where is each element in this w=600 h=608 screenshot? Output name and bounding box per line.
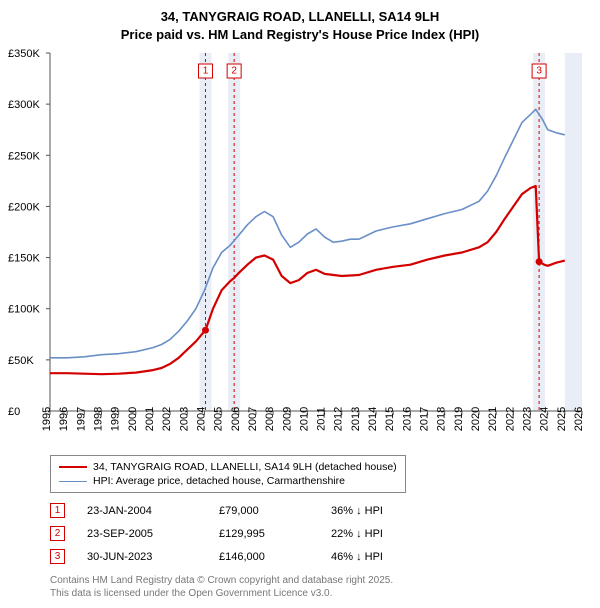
- svg-text:2017: 2017: [419, 407, 431, 431]
- chart-container: £0 £50K £100K £150K £200K £250K £300K £350K 1995…: [8, 49, 590, 449]
- svg-text:£150K: £150K: [8, 253, 40, 265]
- svg-text:1995: 1995: [41, 407, 53, 431]
- svg-text:2023: 2023: [522, 407, 534, 431]
- event-marker: 3: [50, 549, 65, 564]
- svg-text:2025: 2025: [556, 407, 568, 431]
- svg-text:2021: 2021: [487, 407, 499, 431]
- svg-text:2010: 2010: [298, 407, 310, 431]
- svg-text:1999: 1999: [110, 407, 122, 431]
- footnote: Contains HM Land Registry data © Crown c…: [50, 574, 592, 600]
- svg-text:2020: 2020: [470, 407, 482, 431]
- svg-text:2006: 2006: [230, 407, 242, 431]
- svg-text:2008: 2008: [264, 407, 276, 431]
- footnote-line2: This data is licensed under the Open Gov…: [50, 587, 592, 600]
- event-marker: 1: [50, 503, 65, 518]
- event-price: £129,995: [219, 528, 309, 540]
- event-date: 23-SEP-2005: [87, 528, 197, 540]
- events-table: 1 23-JAN-2004 £79,000 36% ↓ HPI 2 23-SEP-2005…: [50, 499, 592, 568]
- title-line1: 34, TANYGRAIG ROAD, LLANELLI, SA14 9LH: [8, 8, 592, 26]
- legend-swatch: [59, 466, 87, 468]
- event-delta: 36% ↓ HPI: [331, 505, 383, 517]
- event-delta: 46% ↓ HPI: [331, 551, 383, 563]
- svg-text:2024: 2024: [539, 407, 551, 431]
- svg-text:2012: 2012: [333, 407, 345, 431]
- legend-label: 34, TANYGRAIG ROAD, LLANELLI, SA14 9LH (…: [93, 461, 397, 473]
- point-marker: [202, 327, 209, 334]
- chart-title: 34, TANYGRAIG ROAD, LLANELLI, SA14 9LH P…: [8, 8, 592, 43]
- svg-text:2022: 2022: [504, 407, 516, 431]
- svg-text:£300K: £300K: [8, 99, 40, 111]
- svg-text:2007: 2007: [247, 407, 259, 431]
- event-marker-num: 1: [203, 66, 209, 77]
- svg-text:2011: 2011: [316, 407, 328, 431]
- svg-text:2001: 2001: [144, 407, 156, 431]
- event-price: £146,000: [219, 551, 309, 563]
- svg-text:2019: 2019: [453, 407, 465, 431]
- point-marker: [536, 258, 543, 265]
- svg-text:2000: 2000: [127, 407, 139, 431]
- svg-text:1998: 1998: [92, 407, 104, 431]
- legend: 34, TANYGRAIG ROAD, LLANELLI, SA14 9LH (…: [50, 455, 406, 493]
- svg-text:£50K: £50K: [8, 355, 34, 367]
- title-line2: Price paid vs. HM Land Registry's House …: [8, 26, 592, 44]
- legend-row: 34, TANYGRAIG ROAD, LLANELLI, SA14 9LH (…: [59, 460, 397, 474]
- svg-text:2002: 2002: [161, 407, 173, 431]
- event-marker-num: 3: [536, 66, 542, 77]
- svg-text:£0: £0: [8, 406, 20, 418]
- footnote-line1: Contains HM Land Registry data © Crown c…: [50, 574, 592, 587]
- svg-text:2004: 2004: [195, 407, 207, 431]
- event-row: 2 23-SEP-2005 £129,995 22% ↓ HPI: [50, 522, 592, 545]
- svg-text:2016: 2016: [401, 407, 413, 431]
- svg-text:2013: 2013: [350, 407, 362, 431]
- svg-text:2005: 2005: [213, 407, 225, 431]
- legend-swatch: [59, 481, 87, 482]
- svg-text:£200K: £200K: [8, 202, 40, 214]
- event-date: 23-JAN-2004: [87, 505, 197, 517]
- svg-text:2009: 2009: [281, 407, 293, 431]
- event-date: 30-JUN-2023: [87, 551, 197, 563]
- svg-text:2014: 2014: [367, 407, 379, 431]
- svg-text:£250K: £250K: [8, 150, 40, 162]
- legend-label: HPI: Average price, detached house, Carm…: [93, 475, 345, 487]
- event-row: 3 30-JUN-2023 £146,000 46% ↓ HPI: [50, 545, 592, 568]
- event-marker: 2: [50, 526, 65, 541]
- svg-text:2026: 2026: [573, 407, 585, 431]
- svg-text:£350K: £350K: [8, 49, 40, 60]
- event-price: £79,000: [219, 505, 309, 517]
- event-row: 1 23-JAN-2004 £79,000 36% ↓ HPI: [50, 499, 592, 522]
- svg-text:1996: 1996: [58, 407, 70, 431]
- svg-text:2003: 2003: [178, 407, 190, 431]
- chart-svg: £0 £50K £100K £150K £200K £250K £300K £350K 1995…: [8, 49, 590, 449]
- svg-text:2015: 2015: [384, 407, 396, 431]
- event-delta: 22% ↓ HPI: [331, 528, 383, 540]
- svg-text:1997: 1997: [75, 407, 87, 431]
- svg-text:£100K: £100K: [8, 304, 40, 316]
- event-marker-num: 2: [231, 66, 237, 77]
- svg-text:2018: 2018: [436, 407, 448, 431]
- legend-row: HPI: Average price, detached house, Carm…: [59, 474, 397, 488]
